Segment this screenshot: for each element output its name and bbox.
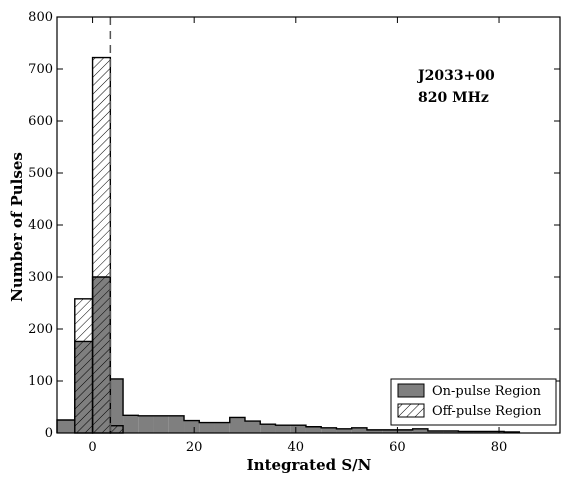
y-tick-label: 600	[28, 114, 53, 129]
y-tick-label: 200	[28, 322, 53, 337]
bar-on-pulse	[366, 429, 383, 433]
bar-on-pulse	[214, 422, 230, 433]
bar-on-pulse	[351, 427, 367, 433]
bar-on-pulse	[184, 420, 200, 433]
pulsar-name-annotation: J2033+00	[416, 68, 495, 84]
bar-on-pulse	[153, 415, 169, 433]
bar-on-pulse	[305, 426, 322, 433]
plot-area	[56, 17, 521, 434]
bar-on-pulse	[458, 431, 474, 433]
on-pulse-outline	[56, 276, 521, 433]
y-tick-label: 800	[28, 10, 53, 25]
y-tick-label: 100	[28, 374, 53, 389]
bar-on-pulse	[244, 421, 261, 433]
bar-on-pulse	[412, 428, 428, 433]
x-axis-label: Integrated S/N	[247, 456, 372, 474]
bar-on-pulse	[110, 378, 124, 433]
y-tick-label: 500	[28, 166, 53, 181]
bar-on-pulse	[382, 429, 398, 433]
x-tick-label: 40	[288, 440, 305, 455]
bar-on-pulse	[260, 424, 276, 433]
legend-swatch-off-pulse	[397, 403, 425, 418]
y-tick-label: 0	[45, 426, 53, 441]
bar-on-pulse	[397, 429, 413, 433]
bar-on-pulse	[168, 415, 185, 433]
y-tick-label: 700	[28, 62, 53, 77]
frequency-annotation: 820 MHz	[418, 90, 489, 106]
bar-on-pulse	[275, 425, 291, 433]
x-tick-label: 0	[88, 440, 96, 455]
bar-off-pulse	[109, 425, 124, 434]
legend-swatch-on-pulse	[397, 383, 425, 398]
bar-on-pulse	[488, 431, 505, 433]
legend-label-off-pulse: Off-pulse Region	[432, 404, 542, 419]
x-tick-label: 80	[491, 440, 508, 455]
bar-on-pulse	[57, 420, 75, 433]
x-tick-label: 60	[389, 440, 406, 455]
y-axis-label: Number of Pulses	[8, 152, 26, 302]
legend: On-pulse Region Off-pulse Region	[390, 378, 557, 426]
y-tick-label: 300	[28, 270, 53, 285]
bar-on-pulse	[199, 422, 215, 433]
bar-on-pulse	[123, 415, 139, 433]
bar-on-pulse	[290, 425, 306, 433]
y-tick-label: 400	[28, 218, 53, 233]
legend-label-on-pulse: On-pulse Region	[432, 384, 542, 399]
bar-on-pulse	[336, 428, 352, 433]
bar-off-pulse	[74, 298, 94, 434]
bar-on-pulse	[427, 430, 444, 433]
x-tick-label: 20	[186, 440, 203, 455]
bar-on-pulse	[321, 427, 337, 433]
bar-on-pulse	[229, 417, 245, 433]
bar-on-pulse	[443, 430, 459, 433]
bar-off-pulse	[91, 56, 112, 434]
bar-on-pulse	[138, 415, 154, 433]
bar-on-pulse	[473, 431, 489, 433]
